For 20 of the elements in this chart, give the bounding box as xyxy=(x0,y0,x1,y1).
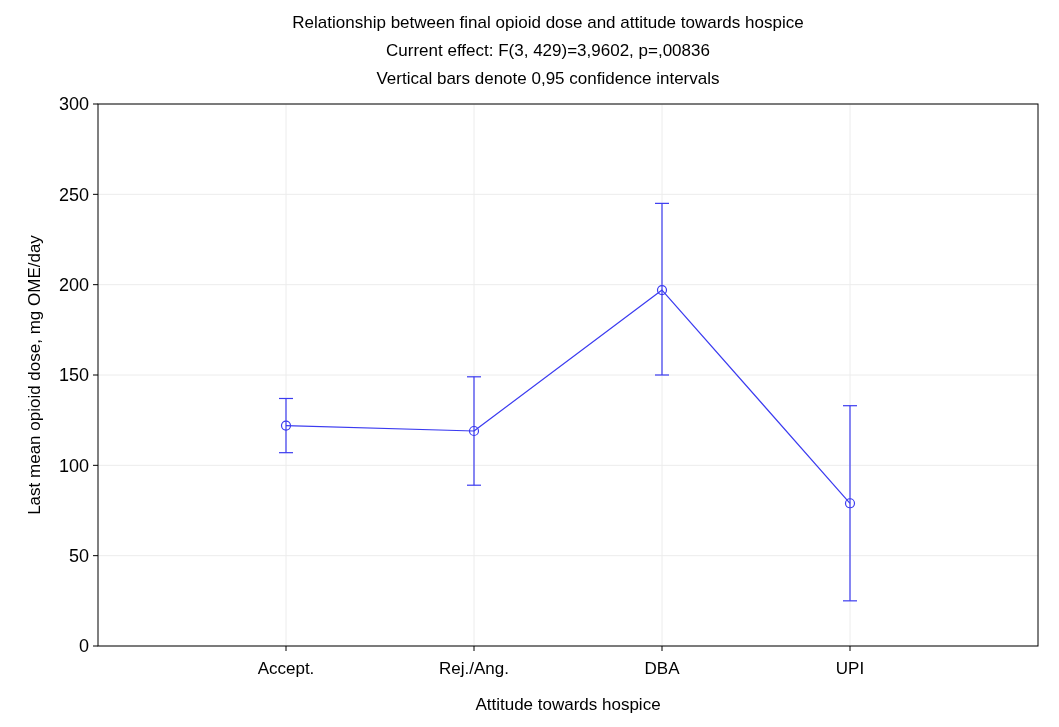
y-tick-label: 150 xyxy=(58,365,89,386)
x-tick-label: DBA xyxy=(644,659,681,678)
y-tick-label: 300 xyxy=(58,94,89,115)
chart-subtitle: Current effect: F(3, 429)=3,9602, p=,00836 xyxy=(386,41,710,60)
x-tick-label: Rej./Ang. xyxy=(439,659,509,678)
point xyxy=(280,420,292,431)
x-tick-label: UPI xyxy=(835,659,865,678)
y-tick-label: 250 xyxy=(58,184,89,205)
x-axis-title: Attitude towards hospice xyxy=(475,695,661,714)
y-tick-label: 100 xyxy=(58,455,89,476)
point xyxy=(844,498,856,509)
chart-title: Relationship between final opioid dose and attitude towards hospice xyxy=(292,13,804,32)
text: Vertical bars denote 0,95 confidence intervals xyxy=(376,69,720,88)
point xyxy=(656,284,668,296)
y-tick-label: 200 xyxy=(58,274,89,295)
y-axis-title: Last mean opioid dose, mg OME/day xyxy=(25,234,44,515)
y-tick-label: 50 xyxy=(68,545,89,566)
point xyxy=(468,425,480,437)
x-tick-label: Accept. xyxy=(257,659,315,678)
y-tick-label: 0 xyxy=(78,636,89,657)
